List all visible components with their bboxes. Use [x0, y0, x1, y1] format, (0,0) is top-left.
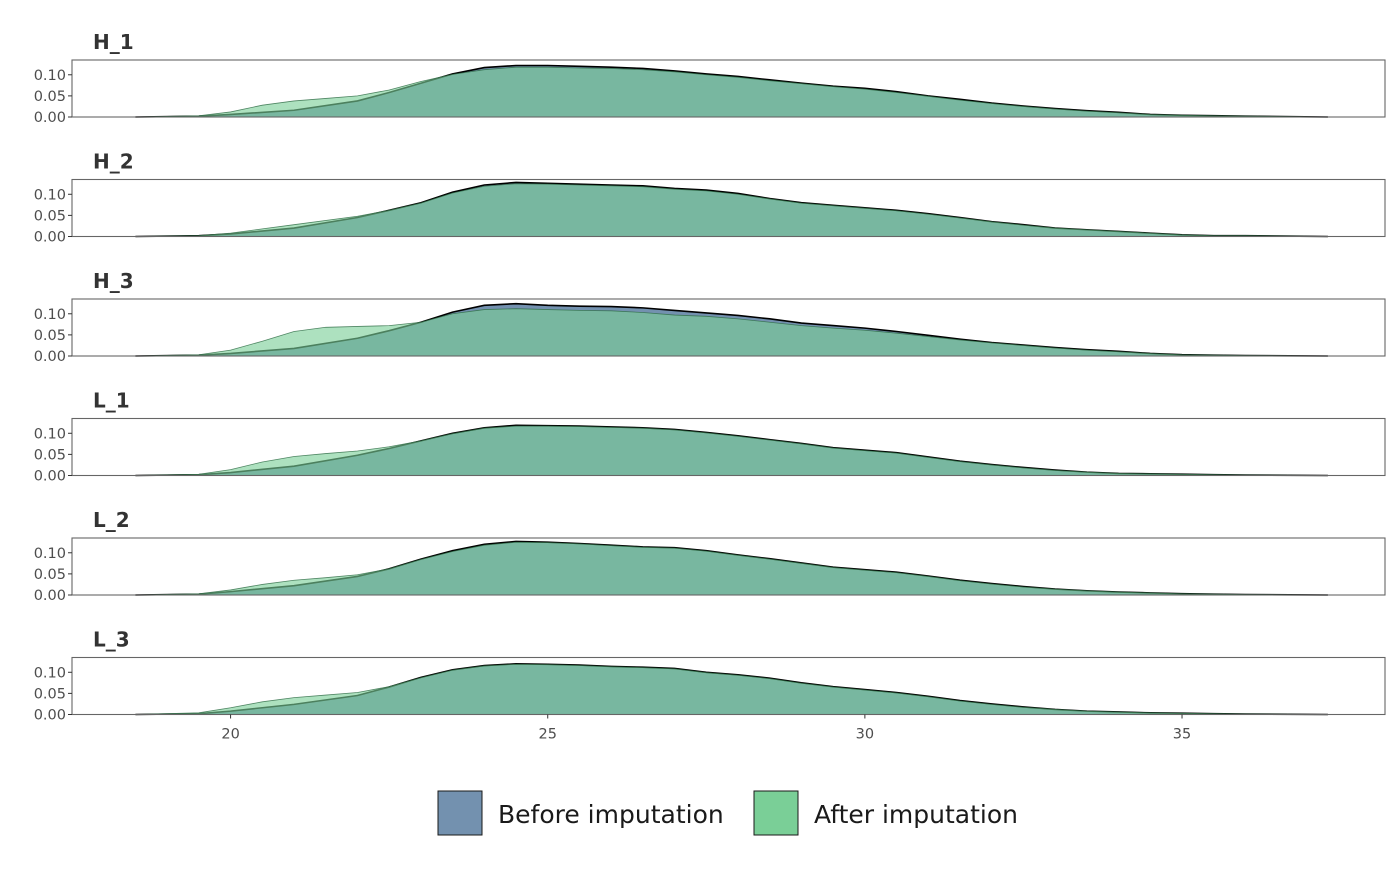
- density-area-after: [135, 183, 1328, 237]
- facet-title-H_3: H_3: [93, 269, 134, 293]
- panel-border: [71, 656, 1386, 716]
- density-line-after: [135, 66, 1328, 118]
- panel-border: [71, 298, 1386, 357]
- facet-panel-H_3: H_3 0.00 0.05 0.10: [34, 269, 1386, 365]
- legend-label-after: After imputation: [814, 800, 1018, 829]
- y-tick-label: 0.00: [34, 230, 66, 246]
- facet-panel-H_1: H_1 0.00 0.05 0.10: [34, 30, 1386, 126]
- density-line-after: [135, 541, 1328, 596]
- panel-border: [71, 178, 1386, 238]
- y-tick-label: 0.10: [34, 307, 66, 323]
- density-area-after: [135, 426, 1328, 476]
- density-line-after: [135, 663, 1328, 715]
- x-tick-label: 35: [1173, 727, 1191, 743]
- y-tick-label: 0.10: [34, 426, 66, 442]
- density-line-after: [135, 308, 1328, 357]
- y-tick-label: 0.10: [34, 68, 66, 84]
- y-tick-label: 0.05: [34, 328, 66, 344]
- density-area-after: [135, 308, 1328, 356]
- y-tick-label: 0.10: [34, 665, 66, 681]
- facet-title-H_2: H_2: [93, 150, 134, 174]
- x-axis: 20 25 30 35: [221, 714, 1191, 743]
- y-tick-label: 0.05: [34, 208, 66, 224]
- y-tick-label: 0.00: [34, 469, 66, 485]
- panel-border: [71, 59, 1386, 118]
- facet-panel-H_2: H_2 0.00 0.05 0.10: [34, 150, 1386, 246]
- x-tick-label: 30: [856, 727, 874, 743]
- facet-panel-L_2: L_2 0.00 0.05 0.10: [34, 508, 1386, 604]
- density-area-after: [135, 542, 1328, 595]
- density-line-after: [135, 425, 1328, 476]
- y-tick-label: 0.10: [34, 546, 66, 562]
- legend-label-before: Before imputation: [498, 800, 724, 829]
- density-line-after: [135, 183, 1328, 237]
- legend-key-before: [437, 790, 483, 836]
- facet-panel-L_3: L_3 0.00 0.05 0.10: [34, 628, 1386, 724]
- y-tick-label: 0.05: [34, 567, 66, 583]
- y-tick-label: 0.05: [34, 686, 66, 702]
- panels-layer: H_1 0.00 0.05 0.10 H_2 0.00 0.05 0.10 H_3 0.00 0.0…: [34, 30, 1386, 724]
- y-tick-label: 0.10: [34, 187, 66, 203]
- x-tick-label: 25: [538, 727, 556, 743]
- facet-panel-L_1: L_1 0.00 0.05 0.10: [34, 389, 1386, 485]
- facet-title-H_1: H_1: [93, 30, 134, 54]
- panel-border: [71, 537, 1386, 596]
- y-tick-label: 0.05: [34, 447, 66, 463]
- legend: Before imputation After imputation: [437, 790, 1018, 836]
- facet-title-L_3: L_3: [93, 628, 130, 652]
- y-tick-label: 0.00: [34, 708, 66, 724]
- density-area-after: [135, 67, 1328, 117]
- y-tick-label: 0.00: [34, 588, 66, 604]
- x-tick-label: 20: [221, 727, 239, 743]
- facet-title-L_1: L_1: [93, 389, 130, 413]
- panel-border: [71, 417, 1386, 477]
- density-area-after: [135, 664, 1328, 715]
- y-tick-label: 0.00: [34, 349, 66, 365]
- y-tick-label: 0.05: [34, 89, 66, 105]
- y-tick-label: 0.00: [34, 110, 66, 126]
- facet-title-L_2: L_2: [93, 508, 130, 532]
- legend-key-after: [753, 790, 799, 836]
